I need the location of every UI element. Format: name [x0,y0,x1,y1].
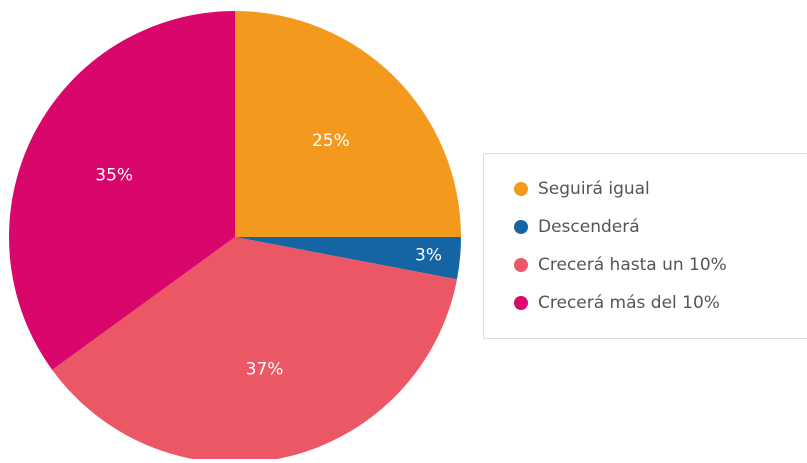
legend-label: Seguirá igual [538,179,650,199]
legend-swatch [514,182,528,196]
slice-label: 3% [415,245,442,265]
slice-label: 37% [246,359,284,379]
legend-swatch [514,296,528,310]
pie-slice [235,11,461,237]
legend-swatch [514,258,528,272]
slice-label: 35% [95,165,133,185]
slice-label: 25% [312,131,350,151]
legend-label: Crecerá más del 10% [538,293,720,313]
legend-swatch [514,220,528,234]
legend-label: Descenderá [538,217,640,237]
legend-label: Crecerá hasta un 10% [538,255,727,275]
